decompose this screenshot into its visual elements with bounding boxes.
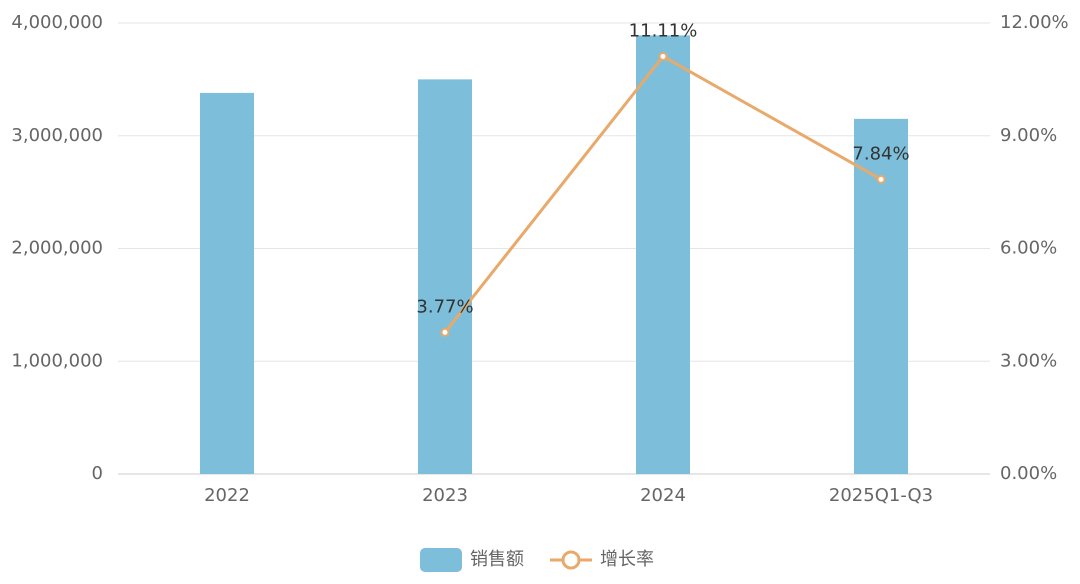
bar	[418, 79, 472, 474]
legend-label: 销售额	[470, 549, 524, 570]
y2-tick-label: 3.00%	[1000, 350, 1057, 371]
y2-tick-label: 12.00%	[1000, 12, 1069, 33]
line-point	[658, 51, 668, 61]
legend-item: 增长率	[550, 549, 654, 570]
line-point	[440, 327, 450, 337]
bar	[636, 35, 690, 475]
x-tick-label: 2025Q1-Q3	[829, 485, 933, 506]
y-tick-label: 3,000,000	[11, 125, 103, 146]
legend-swatch	[420, 548, 462, 572]
legend-swatch	[561, 550, 581, 570]
y-tick-label: 4,000,000	[11, 12, 103, 33]
x-tick-label: 2023	[422, 485, 468, 506]
y2-tick-label: 6.00%	[1000, 238, 1057, 259]
legend-label: 增长率	[600, 549, 654, 570]
value-label: 11.11%	[629, 20, 698, 41]
y-tick-label: 0	[92, 463, 103, 484]
x-tick-label: 2024	[640, 485, 686, 506]
y-tick-label: 2,000,000	[11, 238, 103, 259]
x-tick-label: 2022	[204, 485, 250, 506]
y2-tick-label: 0.00%	[1000, 463, 1057, 484]
value-label: 7.84%	[852, 143, 909, 164]
value-label: 3.77%	[416, 296, 473, 317]
bar	[854, 118, 908, 475]
line-point	[876, 174, 886, 184]
legend-item: 销售额	[420, 548, 524, 572]
bar	[200, 92, 254, 474]
y2-tick-label: 9.00%	[1000, 125, 1057, 146]
y-tick-label: 1,000,000	[11, 350, 103, 371]
